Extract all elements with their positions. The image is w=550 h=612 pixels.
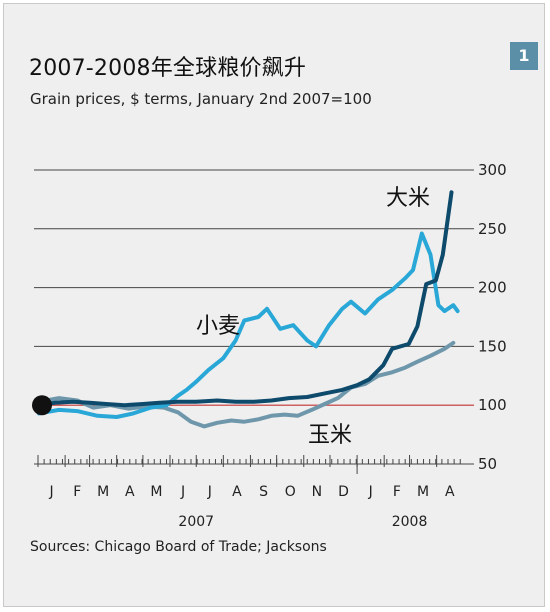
x-month-label: M — [150, 484, 162, 500]
y-tick-label-250: 250 — [478, 220, 507, 238]
x-month-label: F — [73, 484, 81, 500]
y-tick-label-150: 150 — [478, 337, 507, 355]
x-month-label: F — [393, 484, 401, 500]
y-tick-label-300: 300 — [478, 161, 507, 179]
series-line-corn — [36, 340, 456, 429]
x-month-label: N — [312, 484, 322, 500]
x-month-label: J — [180, 484, 185, 500]
x-month-label: M — [417, 484, 429, 500]
y-tick-label-50: 50 — [478, 455, 497, 473]
series-label-rice: 大米 — [386, 186, 430, 211]
chart-title: 2007-2008年全球粮价飙升 — [29, 56, 307, 81]
series-line-rice — [36, 190, 454, 408]
x-month-label: A — [125, 484, 135, 500]
chart-subtitle: Grain prices, $ terms, January 2nd 2007=… — [30, 90, 372, 108]
chart-number-badge: 1 — [510, 42, 538, 70]
chart-source: Sources: Chicago Board of Trade; Jackson… — [30, 539, 327, 555]
y-tick-label-200: 200 — [478, 279, 507, 297]
series-label-wheat: 小麦 — [196, 314, 240, 339]
x-month-label: D — [338, 484, 349, 500]
x-month-label: O — [285, 484, 296, 500]
x-month-label: M — [97, 484, 109, 500]
x-year-label-2008: 2008 — [392, 514, 428, 530]
x-month-label: J — [48, 484, 53, 500]
x-month-label: J — [207, 484, 212, 500]
x-month-label: S — [259, 484, 268, 500]
x-month-label: A — [232, 484, 242, 500]
x-month-label: A — [445, 484, 455, 500]
series-label-corn: 玉米 — [308, 423, 352, 448]
series-line-wheat — [36, 231, 460, 419]
x-month-label: J — [368, 484, 373, 500]
x-year-label-2007: 2007 — [178, 514, 214, 530]
y-tick-label-100: 100 — [478, 396, 507, 414]
start-point-dot — [32, 395, 52, 416]
